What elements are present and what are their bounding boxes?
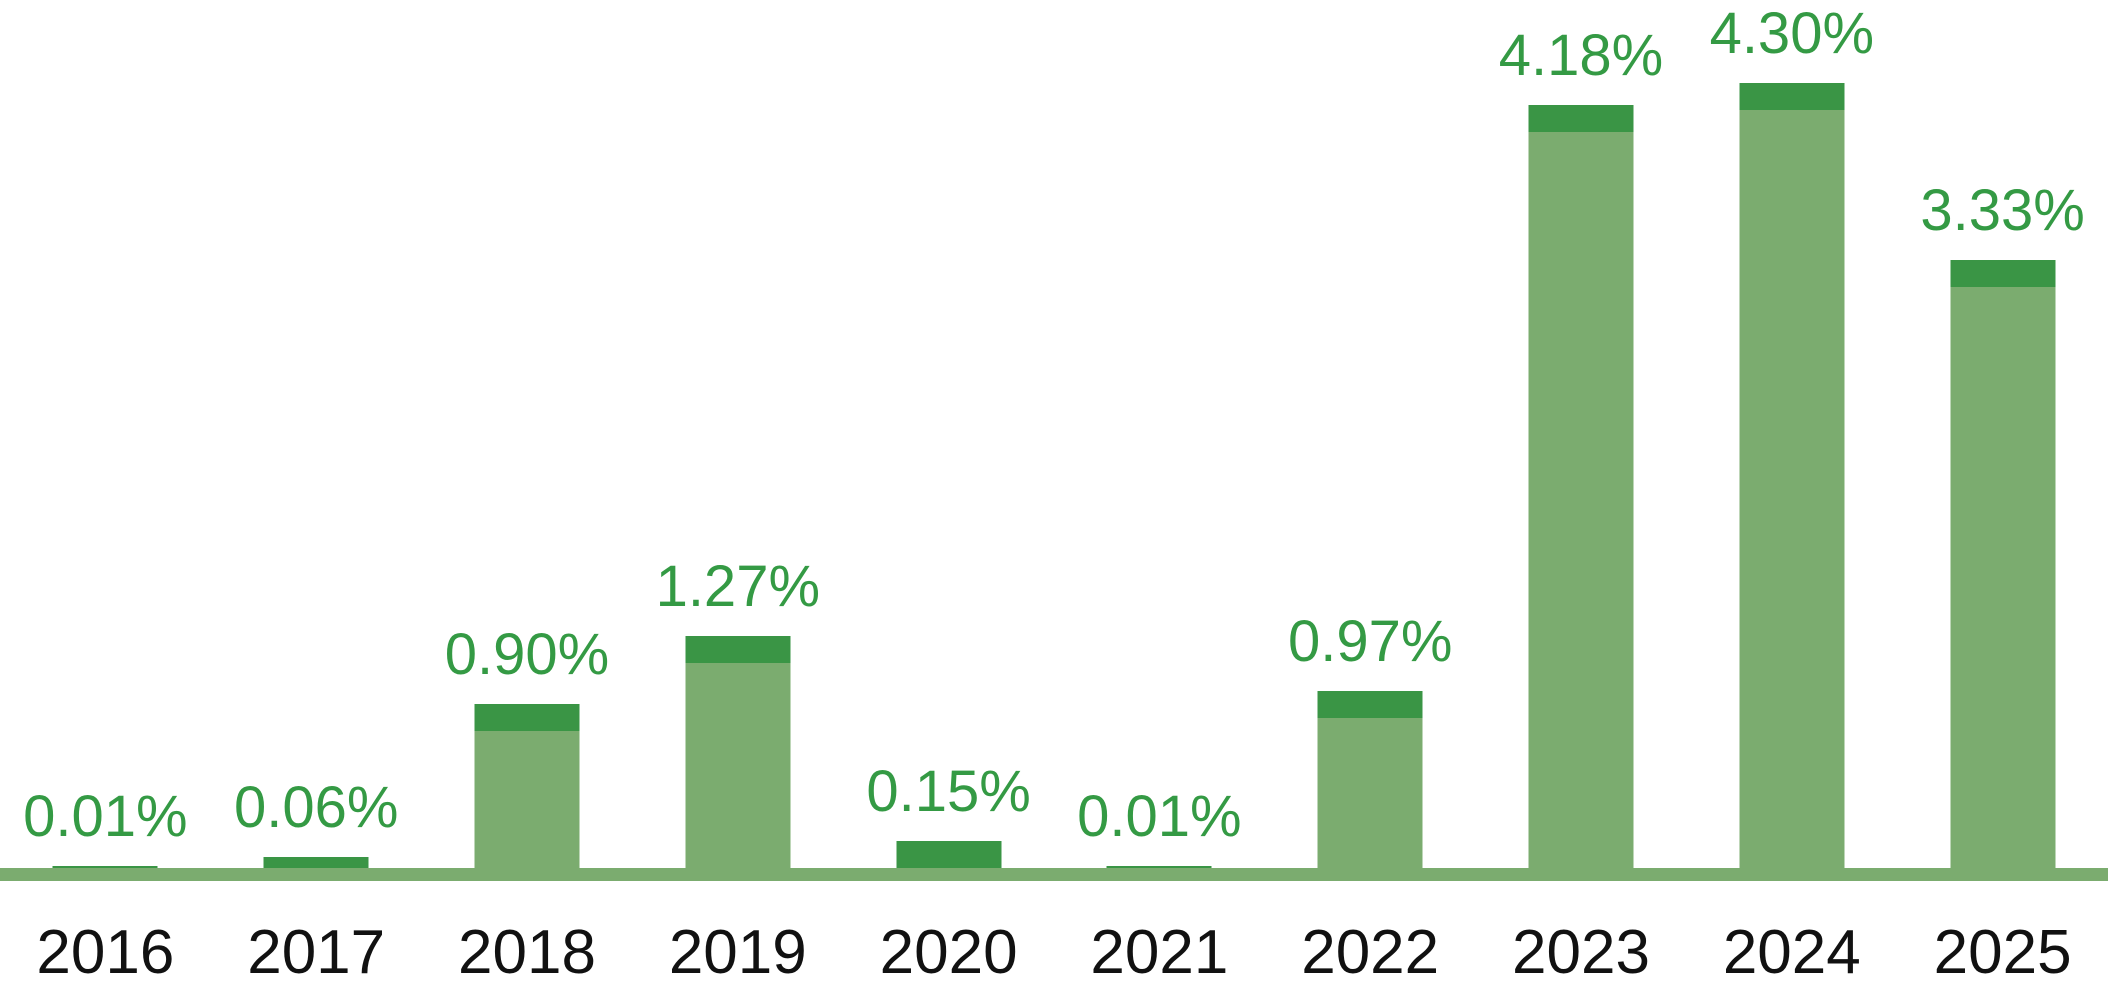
bar-cap-2017	[263, 857, 369, 868]
x-axis-tick-2019: 2019	[668, 918, 807, 987]
bar-cap-2024	[1739, 83, 1845, 110]
bar-2025	[1950, 260, 2056, 868]
bar-cap-2016	[52, 866, 158, 868]
x-axis-tick-2016: 2016	[36, 918, 175, 987]
bar-2022	[1317, 691, 1423, 868]
value-label-2019: 1.27%	[655, 554, 821, 619]
value-label-2018: 0.90%	[444, 622, 610, 687]
value-label-2016: 0.01%	[23, 784, 188, 849]
bar-cap-2018	[474, 704, 580, 731]
bar-cap-2021	[1106, 866, 1212, 868]
bar-2019	[685, 636, 791, 868]
bar-2020	[896, 841, 1002, 868]
value-label-2017: 0.06%	[233, 775, 399, 840]
x-axis-baseline	[0, 868, 2108, 881]
bar-cap-2022	[1317, 691, 1423, 718]
x-axis-tick-2021: 2021	[1090, 918, 1229, 987]
value-label-2021: 0.01%	[1077, 784, 1242, 849]
value-label-2025: 3.33%	[1920, 178, 2085, 243]
bar-cap-2025	[1950, 260, 2056, 287]
bar-2024	[1739, 83, 1845, 868]
bar-2016	[52, 866, 158, 868]
x-axis-tick-2022: 2022	[1301, 918, 1440, 987]
bar-2018	[474, 704, 580, 868]
x-axis-tick-2020: 2020	[879, 918, 1018, 987]
x-axis-tick-2017: 2017	[247, 918, 386, 987]
x-axis-tick-2018: 2018	[458, 918, 596, 987]
bar-2017	[263, 857, 369, 868]
x-axis-tick-2024: 2024	[1722, 918, 1861, 987]
bar-cap-2023	[1528, 105, 1634, 132]
value-label-2022: 0.97%	[1287, 609, 1453, 674]
bar-2021	[1106, 866, 1212, 868]
bar-2023	[1528, 105, 1634, 868]
x-axis-tick-2025: 2025	[1933, 918, 2072, 987]
value-label-2024: 4.30%	[1709, 1, 1875, 66]
bar-cap-2019	[685, 636, 791, 663]
value-label-2020: 0.15%	[866, 759, 1031, 824]
value-label-2023: 4.18%	[1498, 23, 1664, 88]
bar-cap-2020	[896, 841, 1002, 868]
x-axis-tick-2023: 2023	[1512, 918, 1650, 987]
